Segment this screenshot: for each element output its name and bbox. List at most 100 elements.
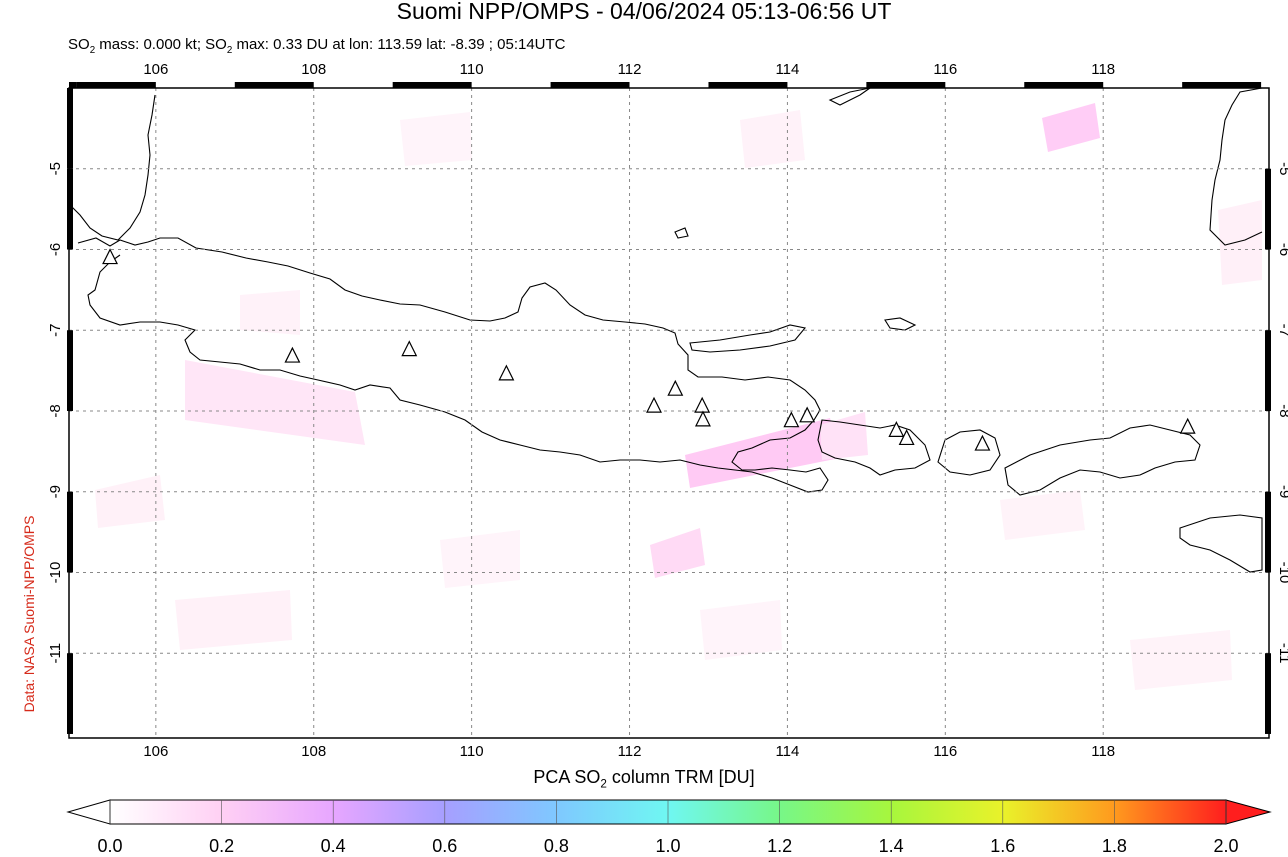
colorbar-tick-label: 0.6 [432,836,458,856]
subscript-2b: 2 [226,45,233,56]
so2-patch [740,110,805,168]
so2-mass-text: mass: 0.000 kt; SO [95,36,227,53]
frame-bar-top [76,82,156,88]
subscript-2a: 2 [89,45,96,56]
sumbawa-coast [1004,424,1201,496]
colorbar-tick-label: 0.0 [97,836,123,856]
colorbar-title-prefix: PCA SO [533,767,601,787]
volcano-triangle-icon [102,248,119,265]
lon-label-bottom: 118 [1091,743,1115,760]
lat-label-right: -10 [1276,562,1288,584]
bawean-island [674,227,689,239]
colorbar-left-arrow [66,799,111,825]
colorbar-tick-label: 1.4 [878,836,904,856]
so2-patch [700,600,782,660]
kalimantan-coast [828,87,871,106]
frame-bar-left [67,653,73,734]
graticule [69,88,1269,738]
bali-coast [817,419,931,476]
madura-coast [689,324,807,353]
frame-bar-top [234,82,314,88]
kangean-island [884,317,917,331]
frame-bar-right [1265,491,1271,573]
frame-bar-top [1024,82,1104,88]
colorbar-tick-label: 1.2 [767,836,793,856]
axis-labels: 106 106 108 108 110 110 112 112 114 114 116 116 118 1… [47,61,1288,760]
so2-patch [685,418,840,488]
lat-label-right: -6 [1276,243,1288,256]
volcano-triangle-icon [783,411,800,428]
frame-bar-top [1182,82,1262,88]
volcano-triangle-icon [898,429,915,446]
lon-label-top: 106 [143,61,168,78]
lon-label-bottom: 116 [933,743,957,760]
lombok-coast [937,429,1001,476]
so2-summary: SO2 mass: 0.000 kt; SO2 max: 0.33 DU at … [68,36,566,56]
lon-label-top: 110 [460,61,484,78]
volcano-triangle-icon [284,346,301,363]
so2-patch [185,360,365,445]
colorbar-title: PCA SO2 column TRM [DU] [0,767,1288,791]
volcano-triangle-icon [974,434,991,451]
frame-bar-left [67,491,73,573]
volcano-triangle-icon [799,406,816,423]
volcano-triangle-icon [694,410,711,427]
lon-label-top: 114 [775,61,799,78]
so2-patch [1218,200,1262,285]
colorbar-tick-label: 0.8 [543,836,569,856]
so2-label-1: SO [68,36,90,53]
colorbar-title-suffix: column TRM [DU] [606,767,755,787]
lon-label-top: 118 [1091,61,1115,78]
colorbar-tick-label: 0.2 [209,836,235,856]
lon-label-bottom: 106 [143,743,168,760]
so2-patches [95,103,1262,690]
frame-bar-top [69,82,77,88]
lat-label-left: -9 [47,485,64,498]
volcano-triangle-icon [498,364,515,381]
sumatra-coast [69,94,156,241]
so2-patch [650,528,705,578]
map-title: Suomi NPP/OMPS - 04/06/2024 05:13-06:56 … [396,0,892,24]
frame-bar-top [708,82,788,88]
lon-label-bottom: 110 [460,743,484,760]
frame-bar-top [392,82,472,88]
colorbar-ticks [109,800,1227,824]
lon-label-bottom: 112 [618,743,642,760]
frame-bar-right [1265,653,1271,734]
frame-bar-left [67,168,73,250]
frame-bar-right [1265,168,1271,250]
volcano-triangle-icon [1179,417,1196,434]
lat-label-right: -9 [1276,485,1288,498]
so2-max-text: max: 0.33 DU at lon: 113.59 lat: -8.39 ;… [232,36,566,53]
lat-label-left: -8 [47,404,64,417]
lat-label-left: -7 [47,324,64,337]
lat-label-right: -8 [1276,404,1288,417]
so2-patch [440,530,520,588]
so2-patch [400,112,472,166]
colorbar-tick-label: 2.0 [1213,836,1239,856]
lon-label-bottom: 114 [775,743,799,760]
frame-bar-top [550,82,630,88]
colorbar-tick-label: 1.8 [1101,836,1127,856]
lon-label-top: 116 [933,61,957,78]
frame-scale-bars [67,82,1271,734]
coastlines [69,87,1263,573]
sulawesi-coast [1209,87,1263,246]
lat-label-left: -6 [47,243,64,256]
so2-patch [1000,490,1085,540]
lat-label-left: -11 [47,643,64,664]
frame-bar-left [67,88,73,169]
lon-label-bottom: 108 [301,743,326,760]
so2-patch [1042,103,1100,152]
so2-patch [240,290,300,335]
colorbar-tick-label: 1.6 [990,836,1016,856]
lat-label-right: -7 [1276,324,1288,337]
map-border [68,87,1270,739]
volcano-triangle-icon [401,340,418,357]
frame-bar-left [67,330,73,411]
so2-patch [175,590,292,650]
colorbar-tick-label: 1.0 [655,836,681,856]
volcano-triangle-icon [646,396,662,413]
so2-patch [95,475,165,528]
